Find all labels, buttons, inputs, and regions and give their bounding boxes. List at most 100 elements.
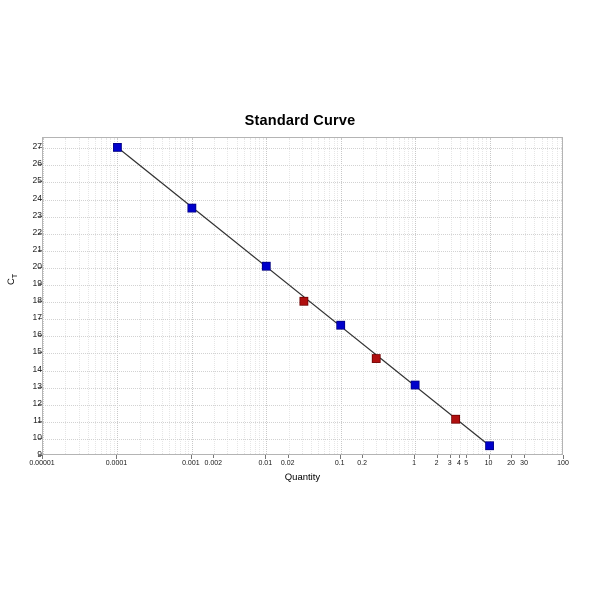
plot-gridlines: [43, 138, 562, 454]
x-tick-mark: [458, 455, 460, 458]
grid-line-horizontal: [43, 319, 562, 321]
x-axis-ticks: [42, 455, 564, 460]
grid-line-vertical: [188, 138, 190, 454]
y-tick-mark: [38, 420, 42, 422]
grid-line-vertical: [407, 138, 410, 454]
x-tick-label: 0.2: [357, 460, 367, 467]
grid-line-vertical: [376, 138, 378, 454]
grid-line-horizontal: [43, 404, 562, 407]
y-tick-mark: [38, 232, 42, 234]
x-tick-mark: [116, 455, 118, 459]
grid-line-vertical: [100, 138, 103, 454]
y-tick-label: 9: [37, 449, 42, 459]
y-axis-title: CT: [6, 274, 19, 285]
grid-line-vertical: [288, 138, 291, 454]
regression-line: [117, 146, 490, 447]
grid-line-horizontal: [43, 336, 562, 338]
y-tick-label: 21: [32, 243, 42, 254]
y-tick-label: 11: [33, 414, 42, 425]
y-tick-mark: [38, 403, 42, 405]
grid-line-vertical: [486, 138, 488, 454]
unknown-data-point[interactable]: [451, 414, 461, 424]
grid-line-vertical: [184, 138, 187, 454]
y-axis-labels: 9 10 11 12 13 14 15 16 17 18 19 20 21 22 23 24 25 26 27: [0, 137, 42, 459]
grid-line-vertical: [43, 138, 45, 454]
y-tick-label: 17: [32, 312, 42, 323]
grid-line-vertical: [324, 138, 326, 454]
standard-data-point[interactable]: [485, 441, 494, 451]
y-tick-mark: [38, 164, 42, 166]
plot-data-layer: [113, 143, 494, 451]
standard-data-point[interactable]: [410, 380, 420, 390]
x-tick-mark: [362, 455, 364, 458]
y-tick-mark: [38, 301, 42, 303]
grid-line-vertical: [117, 138, 119, 454]
x-axis-labels: 0.00001 0.0001 0.001 0.002 0.01 0.02 0.1 0.2 1 2 3…: [29, 460, 569, 472]
grid-line-vertical: [556, 138, 559, 454]
grid-line-vertical: [227, 138, 229, 454]
x-tick-mark: [466, 455, 468, 458]
x-tick-mark: [42, 455, 43, 459]
x-tick-label: 0.002: [204, 460, 223, 467]
grid-line-vertical: [398, 138, 401, 454]
standard-data-point[interactable]: [113, 143, 122, 152]
x-tick-mark: [488, 455, 490, 459]
grid-line-vertical: [114, 138, 116, 454]
grid-line-vertical: [392, 138, 395, 454]
standard-data-point[interactable]: [187, 203, 197, 213]
standard-data-point[interactable]: [336, 320, 346, 330]
chart-title: Standard Curve: [244, 113, 356, 129]
y-tick-label: 14: [32, 363, 42, 374]
grid-line-vertical: [95, 138, 97, 454]
y-tick-mark: [38, 352, 42, 354]
x-tick-label: 1: [412, 460, 417, 467]
y-tick-mark: [38, 386, 42, 388]
grid-line-horizontal: [43, 216, 562, 219]
grid-line-vertical: [162, 138, 164, 454]
grid-line-vertical: [411, 138, 414, 454]
y-tick-label: 13: [32, 380, 42, 391]
grid-line-horizontal: [43, 182, 562, 184]
y-tick-label: 23: [32, 209, 42, 220]
grid-line-vertical: [259, 138, 261, 454]
y-tick-mark: [38, 215, 42, 217]
x-tick-label: 3: [447, 460, 452, 467]
grid-line-vertical: [541, 138, 544, 454]
grid-line-vertical: [169, 138, 171, 454]
grid-line-vertical: [329, 138, 331, 454]
y-tick-mark: [38, 198, 42, 200]
grid-line-vertical: [511, 138, 514, 454]
x-tick-mark: [449, 455, 451, 458]
grid-line-vertical: [243, 138, 246, 454]
y-tick-label: 12: [32, 397, 42, 408]
grid-line-horizontal: [43, 148, 562, 150]
grid-line-vertical: [175, 138, 177, 454]
grid-line-vertical: [105, 138, 108, 454]
y-tick-label: 15: [32, 346, 42, 357]
grid-line-vertical: [318, 138, 320, 454]
x-axis-title: Quantity: [284, 472, 321, 483]
x-tick-mark: [339, 455, 341, 459]
x-tick-mark: [524, 455, 526, 458]
grid-line-vertical: [65, 138, 67, 454]
grid-line-vertical: [385, 138, 388, 454]
grid-line-vertical: [525, 138, 527, 454]
grid-line-vertical: [110, 138, 112, 454]
grid-line-horizontal: [43, 165, 562, 167]
grid-line-vertical: [139, 138, 142, 454]
unknown-data-point[interactable]: [299, 296, 309, 306]
grid-line-vertical: [337, 138, 339, 454]
y-axis-title-main: C: [6, 278, 17, 285]
y-tick-mark: [38, 249, 42, 251]
grid-line-vertical: [152, 138, 155, 454]
standard-data-point[interactable]: [261, 261, 271, 271]
grid-line-vertical: [450, 138, 453, 454]
x-tick-mark: [190, 455, 192, 459]
grid-line-horizontal: [43, 267, 562, 270]
grid-line-vertical: [467, 138, 469, 454]
grid-line-horizontal: [43, 370, 562, 373]
x-tick-label: 0.001: [182, 460, 200, 467]
grid-line-vertical: [262, 138, 265, 454]
x-tick-label: 30: [520, 460, 528, 467]
unknown-data-point[interactable]: [371, 354, 381, 363]
